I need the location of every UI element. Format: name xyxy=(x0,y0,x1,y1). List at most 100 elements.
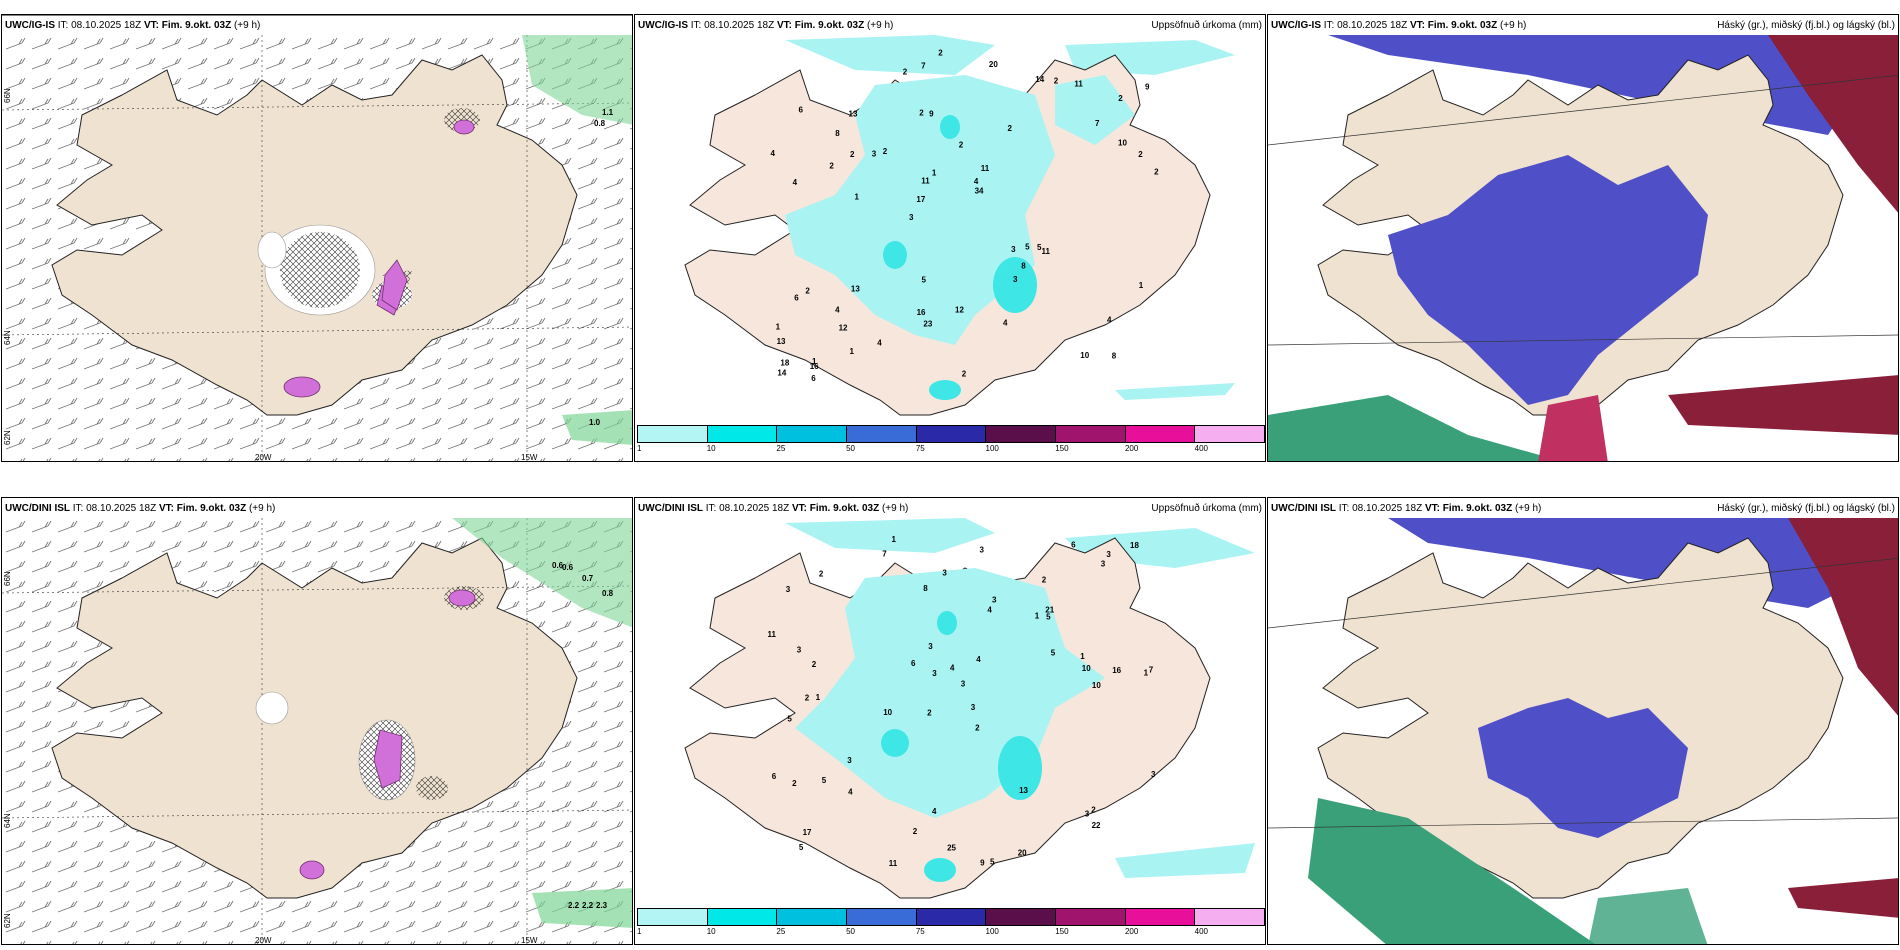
panel-title: UWC/DINI ISL IT: 08.10.2025 18Z VT: Fim.… xyxy=(5,503,276,514)
precip-value: 13 xyxy=(851,285,860,294)
precip-value: 17 xyxy=(916,195,925,204)
precip-value: 3 xyxy=(1085,810,1090,819)
colorbar-tick: 25 xyxy=(776,927,786,936)
precip-value: 12 xyxy=(955,306,964,315)
panel-clouds-igis: UWC/IG-IS IT: 08.10.2025 18Z VT: Fim. 9.… xyxy=(1267,14,1899,462)
colorbar-swatch xyxy=(707,909,778,925)
precip-value: 4 xyxy=(987,606,992,615)
colorbar-tick: 75 xyxy=(915,444,925,453)
precip-value: 6 xyxy=(799,105,804,114)
iceland-landmass xyxy=(51,537,578,899)
precip-value: 20 xyxy=(1018,849,1027,858)
precip-value: 4 xyxy=(835,306,840,315)
wind-label: 0.7 xyxy=(582,574,594,583)
precip-value: 2 xyxy=(883,147,888,156)
precip-value: 5 xyxy=(1025,242,1030,251)
precip-value: 11 xyxy=(1042,247,1051,256)
colorbar-tick: 1 xyxy=(637,444,642,453)
precip-value: 1 xyxy=(892,535,897,544)
precip-value: 8 xyxy=(1021,262,1026,271)
precip-value: 3 xyxy=(872,150,877,159)
precip-value: 4 xyxy=(1107,315,1112,324)
lon-label-15w: 15W xyxy=(521,453,538,462)
precip-values: 8423212222131291111672310171611131413104… xyxy=(771,49,1160,383)
lat-label-66n: 66N xyxy=(3,571,12,586)
colorbar-tick: 200 xyxy=(1124,444,1139,453)
precip-value: 1 xyxy=(1080,652,1085,661)
colorbar-swatch xyxy=(847,909,917,925)
colorbar-tick: 150 xyxy=(1055,927,1069,936)
colorbar-ticks: 1 10 25 50 75 100 150 200 400 xyxy=(637,927,1265,939)
colorbar-swatch xyxy=(777,909,848,925)
precip-value: 11 xyxy=(768,630,777,639)
precip-value: 11 xyxy=(981,164,990,173)
precip-value: 11 xyxy=(921,177,930,186)
precip-value: 5 xyxy=(922,275,927,284)
colorbar-tick: 100 xyxy=(985,444,999,453)
precip-value: 2 xyxy=(903,68,908,77)
precip-value: 4 xyxy=(950,664,955,673)
precip-value: 3 xyxy=(909,213,914,222)
panel-right-title: Uppsöfnuð úrkoma (mm) xyxy=(1151,503,1262,514)
wind-label: 0.8 xyxy=(602,589,614,598)
wind-label: 2.2 xyxy=(582,901,594,910)
colorbar-swatch xyxy=(847,426,917,442)
panel-clouds-dini: UWC/DINI ISL IT: 08.10.2025 18Z VT: Fim.… xyxy=(1267,497,1899,945)
precip-value: 16 xyxy=(810,362,819,371)
precip-value: 1 xyxy=(776,322,781,331)
precip-value: 4 xyxy=(976,655,981,664)
precip-value: 3 xyxy=(932,669,937,678)
colorbar-tick: 400 xyxy=(1194,927,1209,936)
precip-value: 4 xyxy=(793,178,798,187)
precip-value: 22 xyxy=(1092,821,1101,830)
precip-value: 2 xyxy=(927,708,932,717)
precip-value: 5 xyxy=(1046,612,1051,621)
lat-label-66n: 66N xyxy=(3,88,12,103)
precip-value: 34 xyxy=(975,186,984,195)
precip-value: 2 xyxy=(829,161,834,170)
wind-map: 1.1 0.8 1.0 20W 15W 66N 64N 62N xyxy=(2,15,632,462)
wind-label: 1.0 xyxy=(589,418,601,427)
precip-value: 2 xyxy=(919,108,924,117)
precip-value: 16 xyxy=(1112,666,1121,675)
panel-title: UWC/IG-IS IT: 08.10.2025 18Z VT: Fim. 9.… xyxy=(5,20,261,31)
precip-value: 6 xyxy=(811,374,816,383)
colorbar-swatch xyxy=(916,426,987,442)
precip-value: 2 xyxy=(850,150,855,159)
wind-label: 2.3 xyxy=(596,901,608,910)
precip-value: 25 xyxy=(947,844,956,853)
panel-right-title: Háský (gr.), miðský (fj.bl.) og lágský (… xyxy=(1717,20,1895,31)
precip-value: 3 xyxy=(1011,245,1016,254)
precip-value: 7 xyxy=(1149,666,1154,675)
precip-value: 2 xyxy=(959,141,964,150)
precip-value: 3 xyxy=(786,585,791,594)
precip-value: 3 xyxy=(1101,560,1106,569)
precip-value: 2 xyxy=(805,694,810,703)
precip-value: 8 xyxy=(1112,352,1117,361)
precip-value: 5 xyxy=(822,776,827,785)
precip-value: 2 xyxy=(938,49,943,58)
panel-title: UWC/DINI ISL IT: 08.10.2025 18Z VT: Fim.… xyxy=(1271,503,1542,514)
precip-value: 3 xyxy=(847,756,852,765)
precip-value: 4 xyxy=(1003,319,1008,328)
precip-value: 10 xyxy=(1118,139,1127,148)
colorbar-swatch xyxy=(638,426,708,442)
precip-value: 20 xyxy=(989,60,998,69)
panel-title: UWC/IG-IS IT: 08.10.2025 18Z VT: Fim. 9.… xyxy=(638,20,894,31)
colorbar-swatch xyxy=(707,426,778,442)
precip-value: 6 xyxy=(772,772,777,781)
lat-label-64n: 64N xyxy=(3,813,12,828)
precip-value: 6 xyxy=(911,659,916,668)
colorbar-swatch xyxy=(1125,909,1196,925)
precip-value: 9 xyxy=(1145,83,1150,92)
precip-value: 2 xyxy=(1154,168,1159,177)
colorbar-tick: 100 xyxy=(985,927,999,936)
precip-value: 3 xyxy=(1013,275,1018,284)
colorbar-swatch xyxy=(1125,426,1196,442)
precip-value: 1 xyxy=(1144,669,1149,678)
precip-value: 3 xyxy=(797,645,802,654)
colorbar-swatch xyxy=(638,909,708,925)
precip-value: 8 xyxy=(923,584,928,593)
precip-value: 1 xyxy=(1139,281,1144,290)
colorbar-ticks: 1 10 25 50 75 100 150 200 400 xyxy=(637,444,1265,456)
